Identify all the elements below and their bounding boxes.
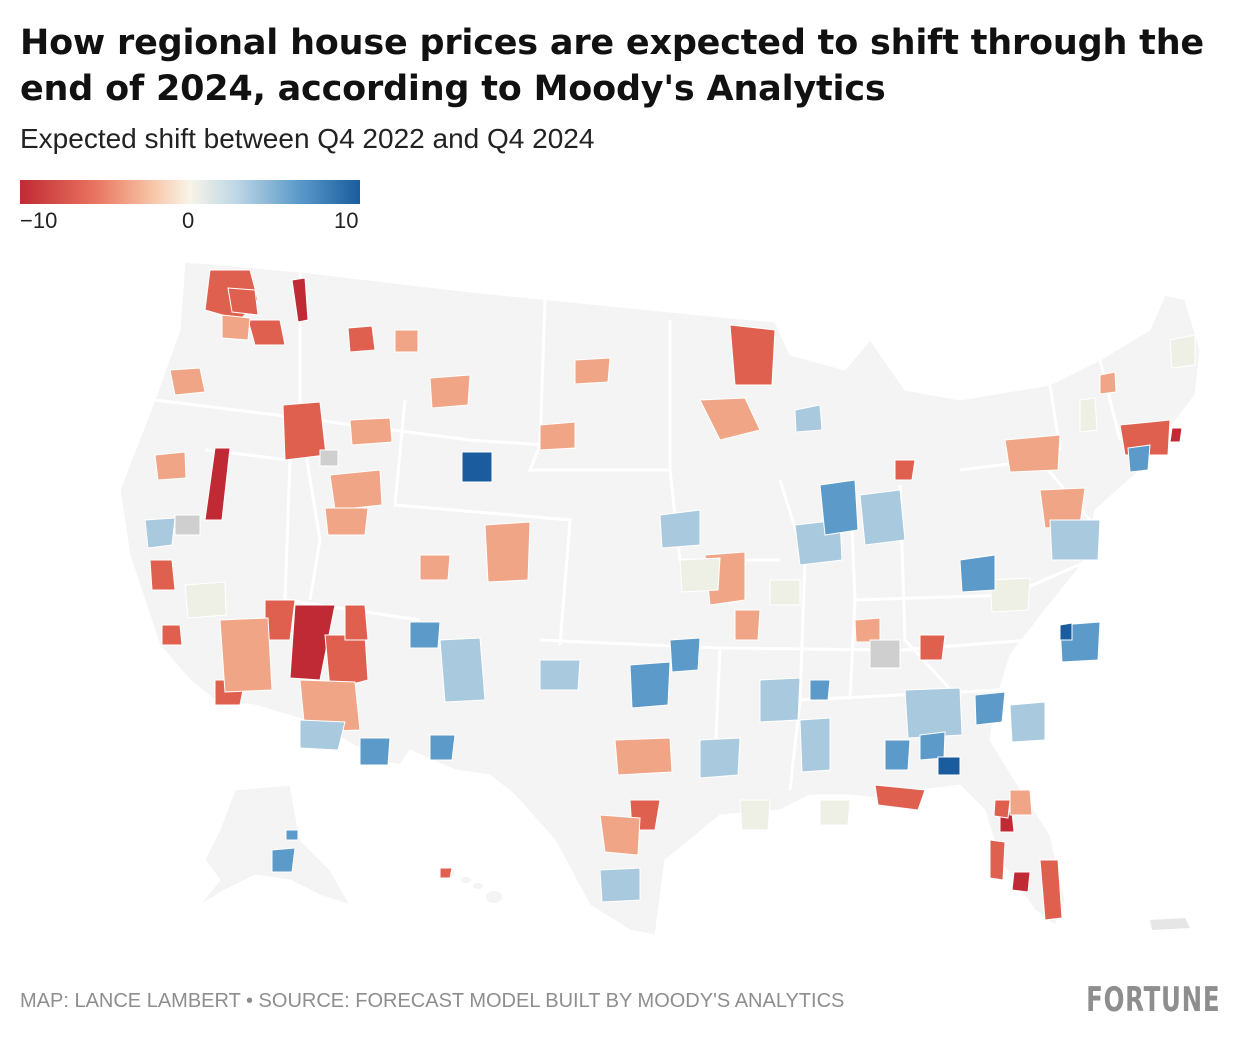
fortune-logo: FORTUNE [1085, 980, 1220, 1020]
metros-strong-rise [461, 451, 1073, 776]
chart-title: How regional house prices are expected t… [20, 23, 1204, 109]
legend-color-scale [20, 180, 360, 204]
puerto-rico [1150, 918, 1190, 930]
metros-no-data [174, 449, 901, 669]
metros-mild-decline [154, 314, 1117, 856]
source-credit: MAP: LANCE LAMBERT • SOURCE: FORECAST MO… [20, 990, 845, 1012]
legend-min-label: −10 [20, 208, 58, 233]
alaska-landmass [199, 784, 352, 906]
legend-mid-label: 0 [182, 208, 195, 233]
legend-max-label: 10 [334, 208, 359, 233]
metros-strong-decline [204, 277, 1183, 893]
us-map [119, 261, 1201, 936]
metros-mild-rise [144, 404, 1101, 903]
metros-neutral [184, 334, 1196, 831]
chart-subtitle: Expected shift between Q4 2022 and Q4 20… [20, 123, 595, 154]
metros-decline [149, 269, 1171, 921]
